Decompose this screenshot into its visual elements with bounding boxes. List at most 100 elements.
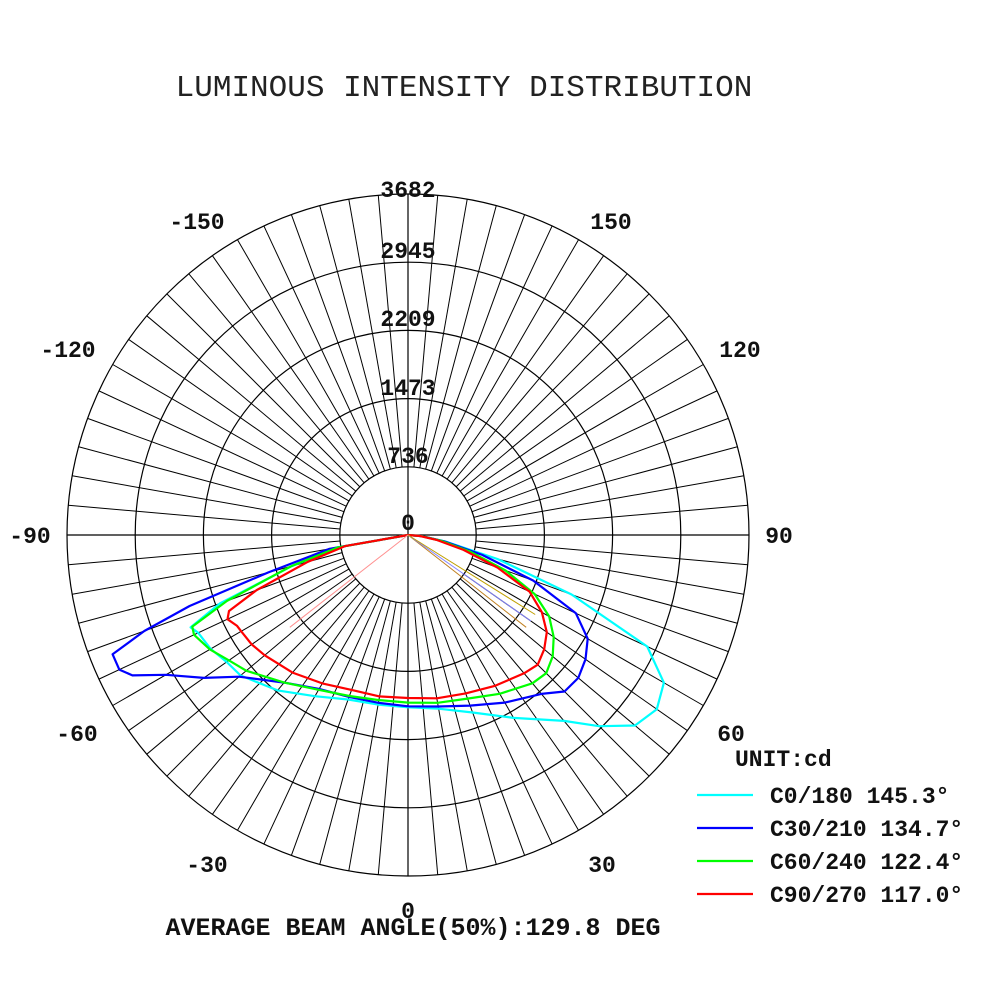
grid-spoke <box>455 582 650 777</box>
grid-spoke <box>466 568 704 706</box>
angle-label: 3682 <box>380 178 435 204</box>
grid-spoke <box>212 590 370 815</box>
grid-spoke <box>263 225 380 474</box>
angle-label: -90 <box>9 524 50 550</box>
grid-spoke <box>446 590 604 815</box>
series-curve-2 <box>191 533 555 704</box>
grid-spoke <box>263 596 380 845</box>
grid-spoke <box>212 255 370 480</box>
series-curve-1 <box>111 533 589 708</box>
grid-spoke <box>348 199 397 468</box>
grid-spoke <box>473 446 738 518</box>
legend-label: C0/180 145.3° <box>770 784 949 810</box>
grid-spoke <box>469 563 718 680</box>
grid-spoke <box>455 293 650 488</box>
grid-spoke <box>425 600 497 865</box>
grid-spoke <box>469 390 718 507</box>
grid-spoke <box>237 593 375 831</box>
grid-spoke <box>425 205 497 470</box>
series-curves <box>111 533 666 728</box>
grid-spoke <box>475 475 744 524</box>
grid-spoke <box>377 195 403 468</box>
chart-title: LUMINOUS INTENSITY DISTRIBUTION <box>176 71 753 106</box>
grid-spoke <box>430 598 526 856</box>
faint-ray-left <box>289 534 409 628</box>
grid-spoke <box>441 239 579 477</box>
grid-spoke <box>319 205 391 470</box>
grid-spoke <box>188 586 365 797</box>
grid-spoke <box>87 417 345 513</box>
grid-spoke <box>87 557 345 653</box>
grid-spoke <box>319 600 391 865</box>
grid-spoke <box>463 339 688 497</box>
grid-spoke <box>72 475 341 524</box>
angle-label: 120 <box>719 338 760 364</box>
grid-spoke <box>430 214 526 472</box>
legend: C0/180 145.3° C30/210 134.7° C60/240 122.4… <box>697 784 963 909</box>
angle-label: -150 <box>169 210 224 236</box>
series-curve-0 <box>189 533 666 728</box>
grid-spoke <box>237 239 375 477</box>
grid-spoke <box>419 199 468 468</box>
grid-spoke <box>290 214 386 472</box>
angle-label: 60 <box>717 722 745 748</box>
series-curve-3 <box>226 533 548 700</box>
grid-spoke <box>112 568 350 706</box>
legend-label: C90/270 117.0° <box>770 883 963 909</box>
grid-spoke <box>475 540 748 566</box>
grid-spoke <box>68 540 341 566</box>
grid-spoke <box>413 195 439 468</box>
legend-label: C30/210 134.7° <box>770 817 963 843</box>
grid-spoke <box>290 598 386 856</box>
grid-spoke <box>348 602 397 871</box>
grid-spoke <box>112 364 350 502</box>
grid-spoke <box>475 504 748 530</box>
grid-spoke <box>471 417 729 513</box>
grid-spoke <box>466 364 704 502</box>
grid-spoke <box>471 557 729 653</box>
grid-spoke <box>166 293 361 488</box>
grid-spoke <box>436 596 553 845</box>
angle-label: 90 <box>765 524 793 550</box>
angle-label: 30 <box>588 853 616 879</box>
grid-spoke <box>72 546 341 595</box>
angle-label: 0 <box>401 899 415 925</box>
grid-spoke <box>473 552 738 624</box>
faint-ray-0 <box>407 534 527 628</box>
polar-grid <box>66 193 750 877</box>
grid-spoke <box>377 602 403 875</box>
grid-spoke <box>68 504 341 530</box>
grid-spoke <box>446 255 604 480</box>
grid-spoke <box>188 273 365 484</box>
faint-ray-1 <box>407 534 532 622</box>
grid-spoke <box>98 390 347 507</box>
grid-spoke <box>128 573 353 731</box>
grid-spoke <box>98 563 347 680</box>
grid-spoke <box>441 593 579 831</box>
legend-label: C60/240 122.4° <box>770 850 963 876</box>
grid-spoke <box>475 546 744 595</box>
grid-spoke <box>436 225 553 474</box>
grid-spoke <box>451 273 628 484</box>
angle-label: 150 <box>590 210 631 236</box>
angle-label: -60 <box>56 722 97 748</box>
grid-spoke <box>459 315 670 492</box>
radial-tick-label: 2209 <box>380 307 435 333</box>
grid-spoke <box>413 602 439 875</box>
angle-label: -30 <box>186 853 227 879</box>
grid-spoke <box>128 339 353 497</box>
angle-label: -120 <box>40 338 95 364</box>
grid-spoke <box>146 315 357 492</box>
radial-tick-label: 736 <box>387 444 428 470</box>
average-beam-angle: AVERAGE BEAM ANGLE(50%):129.8 DEG <box>165 914 660 943</box>
faint-ray-2 <box>407 534 536 615</box>
grid-spoke <box>419 602 468 871</box>
radial-tick-label: 1473 <box>380 376 435 402</box>
unit-label: UNIT:cd <box>735 747 832 773</box>
radial-tick-label: 0 <box>401 511 415 537</box>
grid-spoke <box>451 586 628 797</box>
grid-spoke <box>146 578 357 755</box>
axis-labels: 0 736 1473 2209 2945 0 30 60 90 120 150 -30 -60 -90 -1… <box>9 178 793 925</box>
